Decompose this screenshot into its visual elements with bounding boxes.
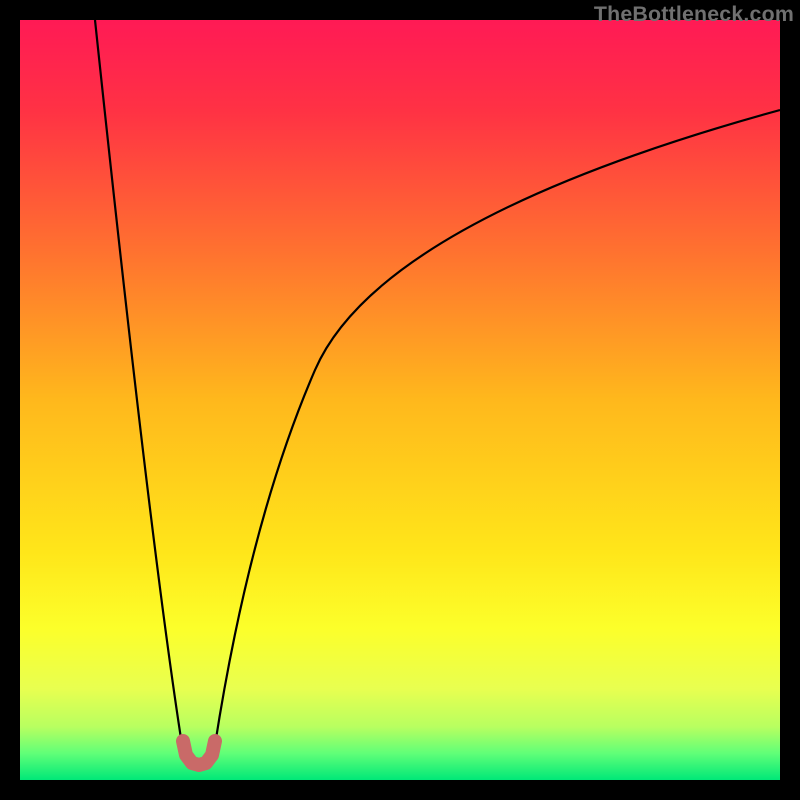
plot-area (20, 20, 780, 780)
chart-container: TheBottleneck.com (0, 0, 800, 800)
watermark-text: TheBottleneck.com (594, 2, 794, 27)
chart-svg (0, 0, 800, 800)
